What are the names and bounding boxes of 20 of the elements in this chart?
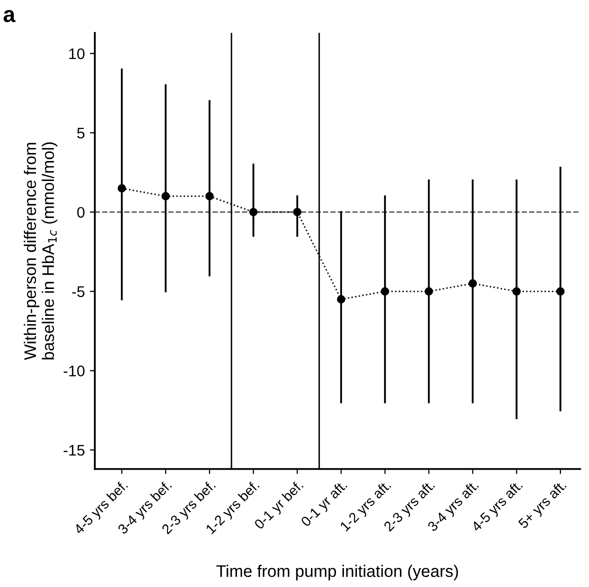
y-tick-label: 5	[77, 128, 84, 138]
y-tick-label: -5	[72, 286, 84, 298]
point	[249, 208, 258, 216]
point	[380, 287, 390, 296]
y-tick-label: -15	[64, 445, 84, 456]
y-tick-label: 10	[69, 48, 85, 60]
point	[162, 192, 170, 200]
x-axis-title: Time from pump initiation (years)	[216, 564, 458, 580]
chart-title: a	[4, 10, 16, 22]
point	[205, 192, 214, 200]
y-tick-label: -10	[64, 366, 85, 376]
point	[468, 279, 477, 288]
point	[556, 287, 565, 296]
y-tick-label: 0	[77, 206, 85, 218]
point	[512, 287, 521, 296]
point	[118, 184, 126, 192]
point	[424, 287, 434, 296]
point	[336, 295, 346, 304]
y-axis-title: Within-person difference from baseline in HbA$_{1c}$ (mmol/mol)	[24, 142, 58, 360]
point	[293, 208, 302, 216]
